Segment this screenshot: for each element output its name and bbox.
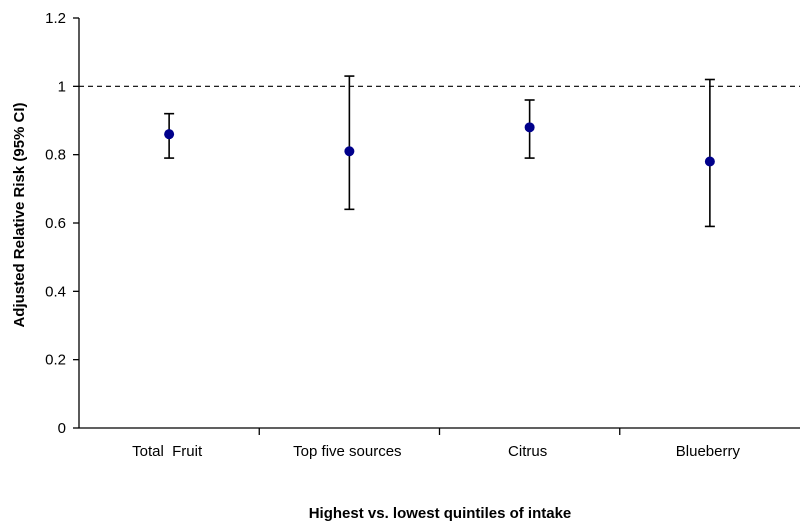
y-tick-label: 0.2 <box>45 352 66 369</box>
x-tick-label: Blueberry <box>676 443 741 460</box>
plot-area: 0 0.2 0.4 0.6 0.8 1 1.2 Total Fruit Top five sou… <box>45 10 800 460</box>
x-tick-label: Top five sources <box>293 443 401 460</box>
x-tick-label: Total Fruit <box>132 443 203 460</box>
y-axis-title: Adjusted Relative Risk (95% CI) <box>11 102 28 327</box>
data-point <box>344 146 355 157</box>
data-point <box>524 122 535 133</box>
y-tick-label: 0.8 <box>45 147 66 164</box>
data-point <box>704 156 715 167</box>
y-tick-label: 1.2 <box>45 10 66 27</box>
x-axis-title: Highest vs. lowest quintiles of intake <box>309 505 572 522</box>
x-tick-label: Citrus <box>508 443 547 460</box>
y-tick-label: 0 <box>58 420 66 437</box>
y-tick-label: 0.6 <box>45 215 66 232</box>
y-tick-label: 1 <box>58 78 66 95</box>
data-point <box>164 129 175 140</box>
y-tick-label: 0.4 <box>45 283 66 300</box>
